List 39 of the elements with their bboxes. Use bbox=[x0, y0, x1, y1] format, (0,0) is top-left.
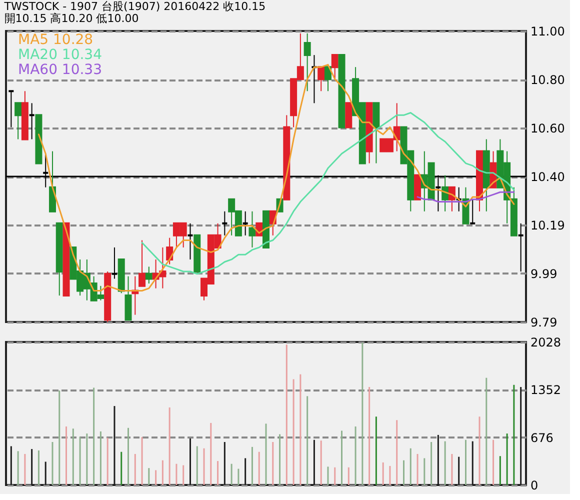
candlestick bbox=[145, 266, 152, 284]
candlestick bbox=[517, 222, 524, 272]
candlestick bbox=[448, 186, 456, 212]
y-tick-label: 2028 bbox=[530, 336, 562, 350]
text: MA60 10.33 bbox=[18, 62, 102, 78]
text: MA5 10.28 bbox=[18, 32, 94, 48]
candlestick bbox=[14, 102, 22, 140]
candlestick bbox=[331, 54, 338, 80]
candlestick bbox=[28, 102, 36, 140]
text: MA20 10.34 bbox=[18, 47, 102, 63]
candlestick bbox=[455, 186, 462, 212]
chart-subtitle: 開10.15 高10.20 低10.00 bbox=[4, 12, 139, 25]
candlestick bbox=[442, 174, 449, 212]
candlestick bbox=[110, 246, 118, 280]
y-tick-label: 0 bbox=[530, 478, 538, 492]
candlestick bbox=[318, 66, 325, 92]
y-tick-label: 10.19 bbox=[530, 218, 565, 233]
y-tick-label: 1352 bbox=[530, 383, 562, 398]
candlestick bbox=[469, 198, 476, 224]
candlestick bbox=[304, 32, 311, 92]
line-series bbox=[416, 191, 515, 202]
chart-title: TWSTOCK - 1907 台股(1907) 20160422 收10.15 bbox=[3, 0, 266, 13]
y-tick-label: 10.60 bbox=[530, 121, 565, 136]
y-tick-label: 10.40 bbox=[530, 170, 565, 184]
y-tick-label: 10.80 bbox=[530, 73, 565, 88]
candlestick bbox=[221, 210, 228, 236]
candlestick bbox=[310, 54, 318, 104]
candlestick bbox=[242, 210, 249, 236]
candlestick bbox=[324, 66, 332, 92]
candlestick bbox=[166, 237, 174, 265]
candlestick bbox=[186, 222, 194, 260]
candlestick bbox=[248, 210, 256, 248]
line-series bbox=[141, 112, 515, 275]
y-tick-label: 9.99 bbox=[530, 266, 558, 281]
y-tick-label: 11.00 bbox=[530, 24, 565, 38]
y-tick-label: 9.79 bbox=[530, 316, 558, 330]
candlestick bbox=[138, 240, 146, 287]
y-tick-label: 676 bbox=[530, 430, 554, 445]
candlestick bbox=[8, 90, 15, 128]
